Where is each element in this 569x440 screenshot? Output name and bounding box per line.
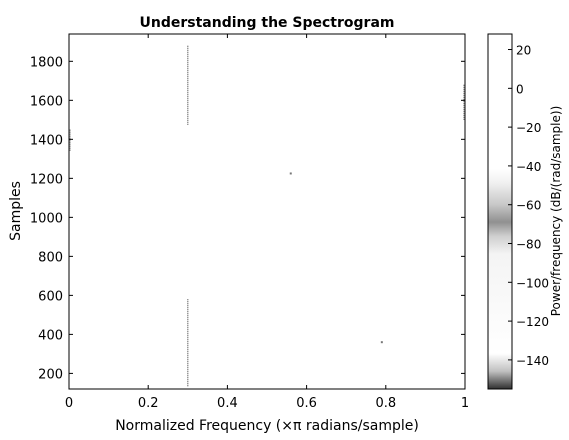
y-tick-label: 1000: [30, 211, 63, 226]
spectrogram-features: [69, 45, 465, 388]
y-tick-label: 1800: [30, 55, 63, 70]
y-tick-label: 800: [38, 250, 63, 265]
y-tick-label: 600: [38, 289, 63, 304]
colorbar-tick-label: −120: [516, 315, 549, 329]
x-axis-ticks: 0 0.2 0.4 0.6 0.8 1: [65, 34, 469, 411]
x-tick-label: 0.6: [296, 396, 317, 411]
chart-title: Understanding the Spectrogram: [140, 15, 395, 31]
colorbar-tick-label: −140: [516, 354, 549, 368]
plot-area: [68, 33, 466, 390]
spectral-dot: [380, 341, 383, 344]
x-tick-label: 0.8: [375, 396, 396, 411]
colorbar-label: Power/frequency (dB/(rad/sample)): [549, 106, 563, 317]
colorbar-tick-label: −60: [516, 199, 541, 213]
colorbar-tick-label: −80: [516, 238, 541, 252]
x-tick-label: 1: [461, 396, 469, 411]
y-axis-ticks: 200 400 600 800 1000 1200 1400 1600 1800: [30, 55, 465, 382]
x-tick-label: 0.4: [217, 396, 238, 411]
y-tick-label: 200: [38, 367, 63, 382]
y-tick-label: 1200: [30, 172, 63, 187]
x-axis-label: Normalized Frequency (×π radians/sample): [115, 418, 419, 434]
colorbar-tick-label: −20: [516, 121, 541, 135]
colorbar-tick-label: 0: [516, 82, 524, 96]
colorbar-tick-label: −40: [516, 160, 541, 174]
colorbar-tick-label: −100: [516, 276, 549, 290]
y-tick-label: 400: [38, 328, 63, 343]
y-tick-label: 1600: [30, 94, 63, 109]
x-tick-label: 0: [65, 396, 73, 411]
y-tick-label: 1400: [30, 133, 63, 148]
colorbar-ticks: 20 0 −20 −40 −60 −80 −100 −120 −140: [508, 44, 549, 368]
y-axis-label: Samples: [8, 181, 24, 241]
spectral-dot: [289, 172, 292, 175]
colorbar-tick-label: 20: [516, 44, 531, 58]
x-tick-label: 0.2: [138, 396, 159, 411]
colorbar: [487, 33, 513, 390]
